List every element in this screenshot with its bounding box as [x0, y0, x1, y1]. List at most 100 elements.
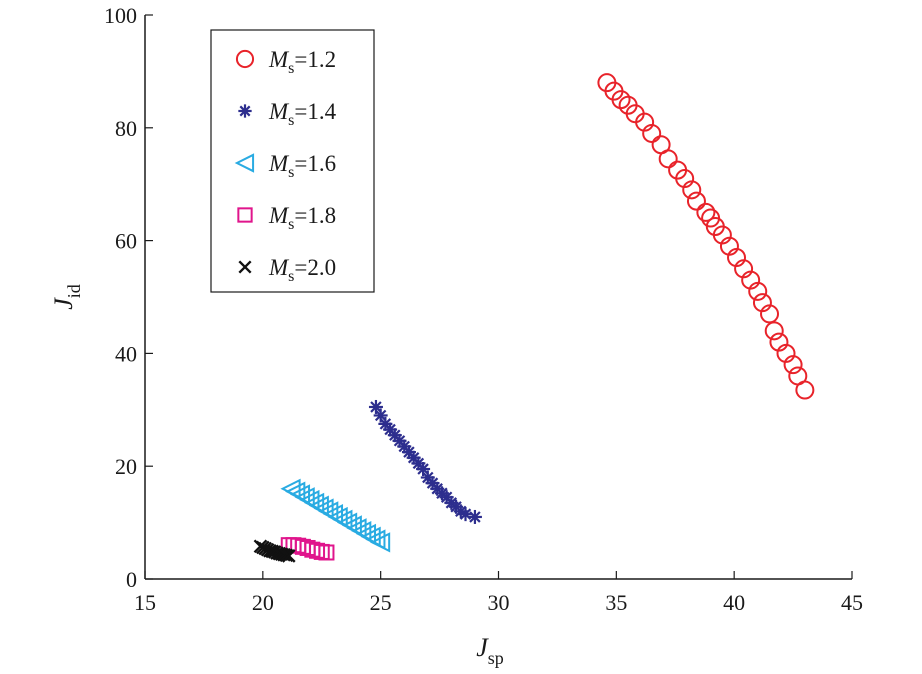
- legend-eq: =1.8: [294, 203, 336, 228]
- y-axis-label-sub: id: [64, 284, 84, 298]
- data-point: [760, 304, 780, 324]
- legend-sub: s: [288, 112, 294, 129]
- data-point-stroke: [422, 471, 434, 484]
- data-point-stroke: [459, 508, 472, 520]
- legend-sub: s: [288, 268, 294, 285]
- legend-var: M: [268, 47, 290, 72]
- y-tick-label: 20: [115, 454, 137, 479]
- legend-item: Ms=1.4: [238, 99, 337, 129]
- legend-sub: s: [288, 60, 294, 77]
- legend-marker: [237, 207, 253, 223]
- x-axis-label: Jsp: [476, 633, 504, 668]
- data-point-stroke: [374, 409, 387, 422]
- series-2: [368, 399, 482, 524]
- data-point-stroke: [440, 491, 453, 503]
- y-tick-label: 100: [104, 3, 137, 28]
- legend-eq: =2.0: [294, 255, 336, 280]
- x-axis-label-main: J: [476, 633, 489, 662]
- plot-marks: [253, 73, 815, 563]
- data-point: [658, 149, 678, 169]
- data-point-stroke: [389, 429, 401, 441]
- y-tick-label: 80: [115, 116, 137, 141]
- data-point-stroke: [393, 435, 406, 447]
- legend-var: M: [268, 255, 290, 280]
- data-point: [318, 544, 335, 561]
- series-4: [280, 537, 335, 561]
- x-tick-label: 15: [134, 590, 156, 615]
- legend-eq: =1.6: [294, 151, 336, 176]
- legend-sub: s: [288, 216, 294, 233]
- data-point: [467, 509, 482, 524]
- legend-var: M: [268, 99, 290, 124]
- legend: Ms=1.2Ms=1.4Ms=1.6Ms=1.8Ms=2.0: [210, 29, 375, 293]
- data-point: [682, 180, 702, 200]
- legend-sub: s: [288, 164, 294, 181]
- data-point: [783, 355, 803, 375]
- y-tick-label: 40: [115, 341, 137, 366]
- data-point-stroke: [279, 548, 294, 563]
- data-point: [309, 542, 326, 559]
- legend-var: M: [268, 151, 290, 176]
- data-point: [281, 549, 296, 563]
- y-axis-label: Jid: [49, 284, 84, 310]
- legend-item: Ms=1.8: [237, 203, 336, 233]
- legend-item: Ms=1.2: [235, 47, 336, 77]
- data-point-stroke: [370, 401, 382, 413]
- data-point-stroke: [265, 544, 280, 559]
- legend-label: Ms=2.0: [268, 255, 336, 285]
- data-point: [696, 202, 716, 222]
- data-point-stroke: [426, 477, 439, 489]
- legend-label: Ms=1.8: [268, 203, 336, 233]
- series-5: [253, 539, 296, 563]
- data-point: [748, 281, 768, 301]
- data-point: [642, 123, 662, 143]
- legend-marker-stroke: [239, 105, 251, 117]
- data-point-stroke: [403, 446, 415, 458]
- legend-marker: [234, 153, 255, 173]
- data-point-stroke: [407, 452, 420, 464]
- data-point-stroke: [412, 457, 425, 470]
- x-tick-label: 20: [252, 590, 274, 615]
- x-tick-label: 25: [370, 590, 392, 615]
- data-point-stroke: [263, 543, 277, 558]
- data-point-stroke: [379, 418, 392, 430]
- data-point: [369, 532, 391, 553]
- data-point-stroke: [281, 549, 296, 563]
- data-point-stroke: [274, 547, 289, 562]
- legend-marker: [238, 104, 252, 118]
- y-tick-label: 60: [115, 229, 137, 254]
- legend-label: Ms=1.6: [268, 151, 336, 181]
- data-point: [277, 547, 291, 562]
- legend-marker-stroke: [238, 260, 252, 274]
- data-point: [686, 191, 706, 211]
- data-point: [795, 380, 815, 400]
- data-point-stroke: [384, 423, 396, 436]
- legend-eq: =1.4: [294, 99, 336, 124]
- legend-marker: [235, 49, 255, 69]
- data-point: [458, 507, 473, 522]
- data-point-stroke: [277, 547, 291, 562]
- x-tick-label: 40: [723, 590, 745, 615]
- series-1: [597, 73, 815, 400]
- data-point-stroke: [469, 511, 481, 523]
- legend-label: Ms=1.2: [268, 47, 336, 77]
- x-tick-label: 30: [488, 590, 510, 615]
- x-tick-label: 45: [841, 590, 863, 615]
- data-point: [764, 321, 784, 341]
- legend-marker: [238, 260, 252, 274]
- data-point-stroke: [398, 440, 410, 453]
- data-point-stroke: [455, 505, 467, 518]
- legend-var: M: [268, 203, 290, 228]
- legend-box: [210, 29, 375, 293]
- data-point: [279, 548, 294, 563]
- y-tick-label: 0: [126, 567, 137, 592]
- x-axis-label-sub: sp: [488, 648, 504, 668]
- legend-item: Ms=2.0: [238, 255, 336, 285]
- x-tick-label: 35: [605, 590, 627, 615]
- y-axis-label-main: J: [49, 297, 78, 310]
- legend-eq: =1.2: [294, 47, 336, 72]
- data-point-stroke: [417, 463, 429, 475]
- legend-label: Ms=1.4: [268, 99, 337, 129]
- legend-item: Ms=1.6: [234, 151, 336, 181]
